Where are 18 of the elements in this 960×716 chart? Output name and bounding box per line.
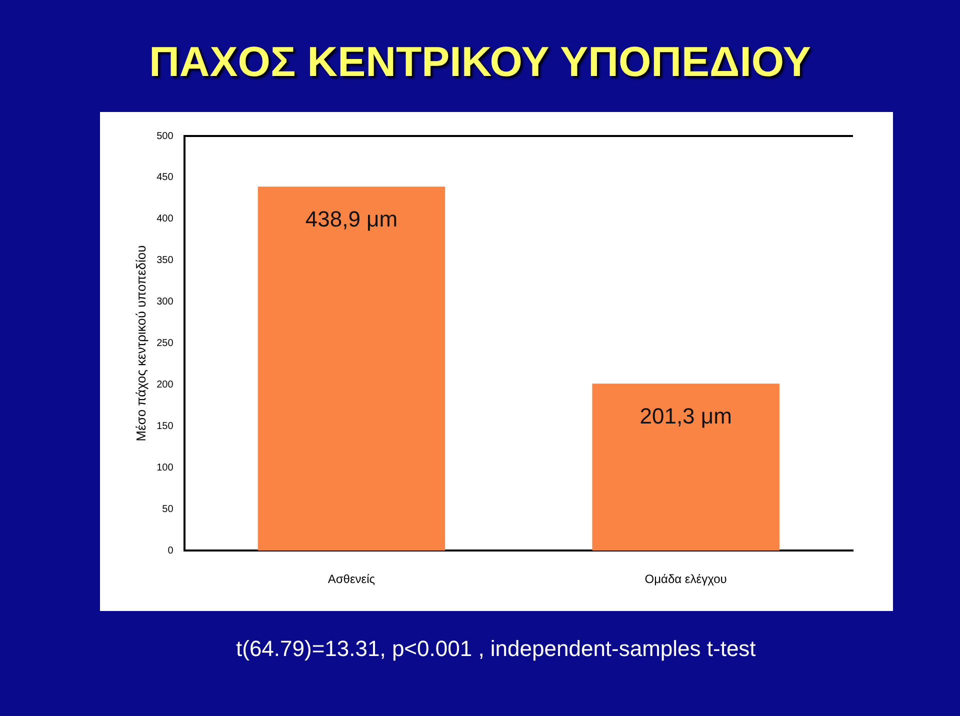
y-tick-label: 350	[156, 255, 174, 266]
chart-title: ΠΑΧΟΣ ΚΕΝΤΡΙΚΟΥ ΥΠΟΠΕΔΙΟΥ	[148, 38, 812, 86]
y-tick-label: 400	[156, 214, 174, 225]
y-tick-label: 100	[156, 462, 174, 474]
text: t(64.79)=13.31, p<0.001 , independent-samples t-test	[236, 636, 756, 662]
y-tick-label: 0	[168, 545, 174, 556]
y-tick-label: 450	[156, 172, 174, 184]
y-tick-label: 200	[156, 380, 174, 391]
y-tick-label: 250	[156, 338, 174, 350]
y-axis-title: Μέσο πάχος κεντρικού υποπεδίου	[133, 245, 148, 442]
data-label: 201,3 μm	[640, 404, 732, 429]
x-tick-label: Ομάδα ελέγχου	[644, 572, 727, 586]
y-tick-label: 500	[156, 130, 174, 142]
y-tick-label: 150	[156, 420, 174, 432]
y-tick-label: 300	[156, 296, 174, 308]
data-label: 438,9 μm	[305, 206, 398, 232]
y-tick-label: 50	[162, 504, 174, 515]
x-tick-label: Ασθενείς	[328, 572, 376, 586]
